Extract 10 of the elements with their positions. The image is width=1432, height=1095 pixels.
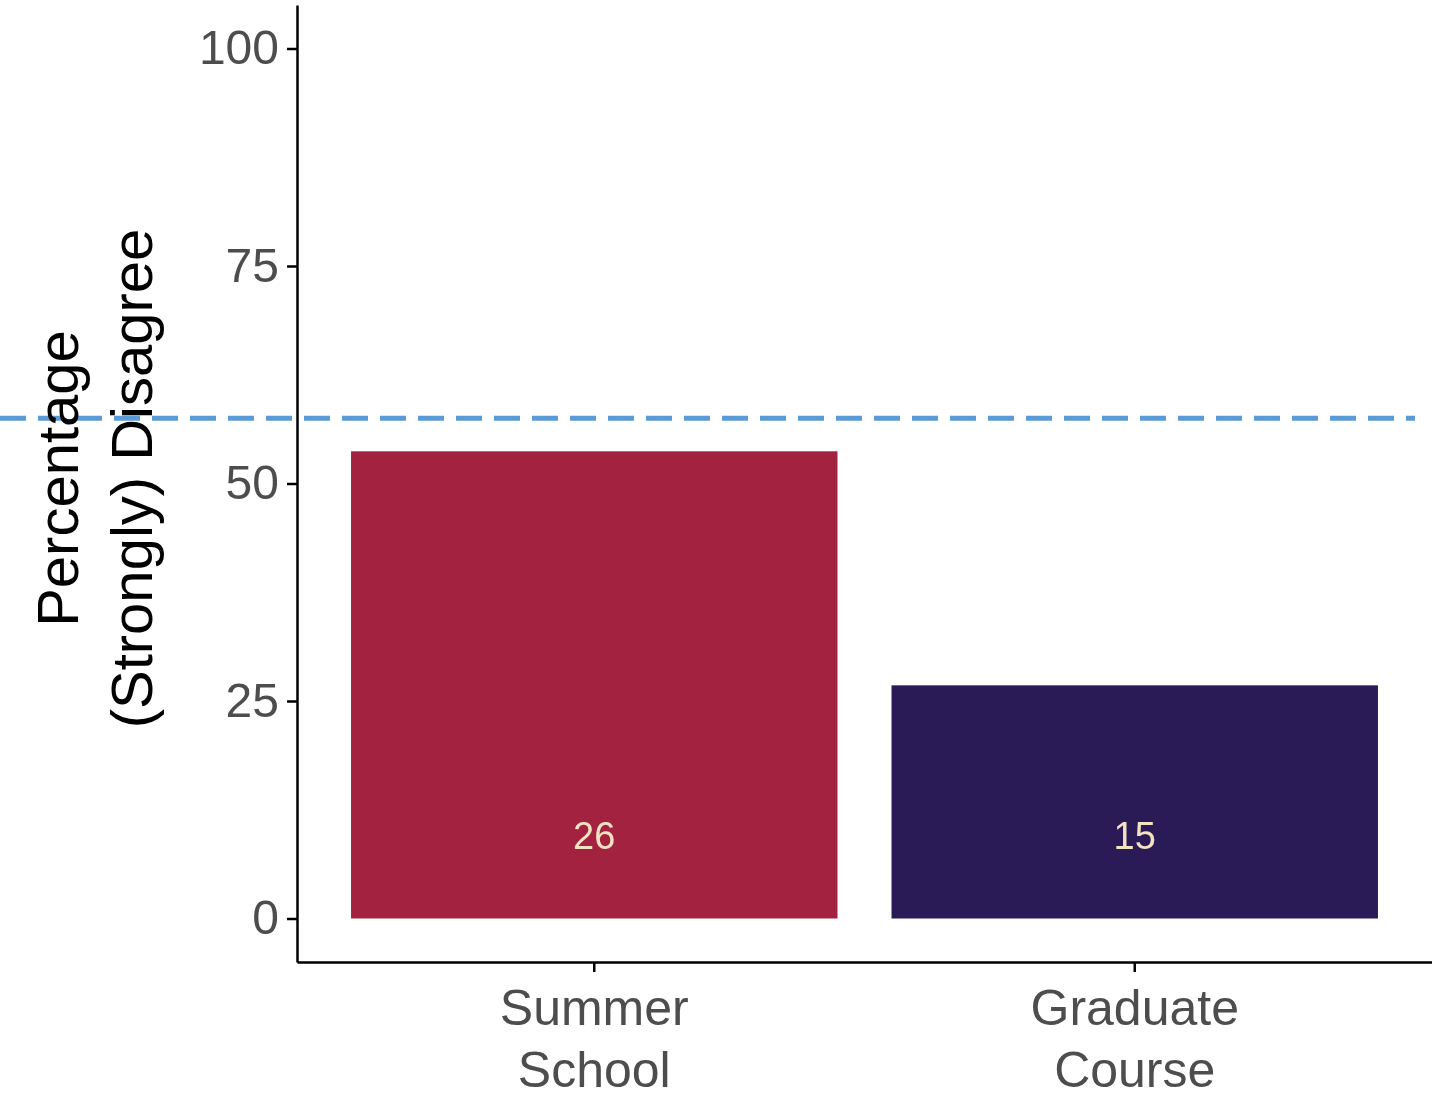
x-tick-label: Graduate Course — [1030, 980, 1239, 1095]
y-axis-title: Percentage (Strongly) Disagree — [25, 228, 164, 729]
y-tick-label: 75 — [225, 238, 279, 292]
y-tick-label: 0 — [252, 891, 279, 945]
x-tick-label: Summer School — [499, 980, 689, 1095]
annotation: 26 — [573, 814, 616, 857]
annotation: 15 — [1113, 814, 1156, 857]
y-tick-label: 100 — [198, 21, 279, 75]
y-tick-label: 50 — [225, 456, 279, 510]
y-tick-label: 25 — [225, 673, 279, 727]
